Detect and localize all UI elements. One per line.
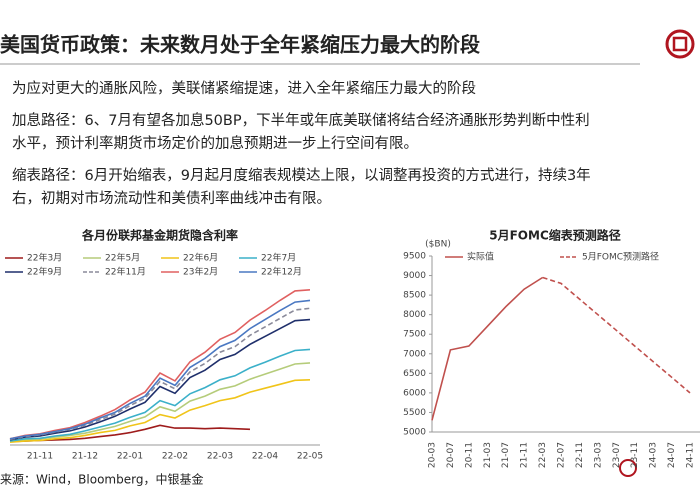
x-tick-label: 22-03: [538, 442, 548, 468]
legend-label: 22年9月: [27, 266, 62, 278]
x-tick-label: 24-07: [667, 442, 677, 468]
y-tick-label: 9500: [403, 252, 426, 262]
x-tick-label: 21-11: [520, 442, 530, 468]
y-tick-label: 8000: [403, 310, 426, 320]
source: 来源：Wind，Bloomberg，中银基金: [0, 472, 203, 487]
series-line: [9, 362, 311, 443]
x-tick-label: 20-07: [446, 442, 456, 468]
x-tick-label: 23-03: [593, 442, 603, 468]
x-tick-label: 22-04: [252, 452, 278, 462]
x-tick-label: 24-11: [686, 442, 696, 468]
legend-label: 22年3月: [27, 252, 62, 264]
y-tick-label: 5500: [403, 408, 426, 418]
logo: [665, 29, 695, 59]
x-tick-label: 20-03: [428, 442, 438, 468]
footer-logo: [619, 459, 637, 477]
series-line: [9, 379, 311, 443]
legend-label: 22年5月: [105, 252, 140, 264]
x-tick-label: 23-07: [612, 442, 622, 468]
y-tick-label: 7500: [403, 330, 426, 340]
bullet: 右，初期对市场流动性和美债利率曲线冲击有限。: [12, 190, 331, 207]
series-line: [431, 276, 544, 421]
x-tick-label: 22-05: [297, 452, 323, 462]
x-tick-label: 21-07: [501, 442, 511, 468]
slide-title: 美国货币政策：未来数月处于全年紧缩压力最大的阶段: [0, 33, 480, 57]
legend-label: 22年7月: [261, 252, 296, 264]
y-axis-label: ($BN): [425, 240, 451, 250]
series-line: [9, 318, 311, 441]
x-tick-label: 21-12: [72, 452, 98, 462]
chart-title: 5月FOMC缩表预测路径: [489, 228, 621, 243]
bullet: 为应对更大的通胀风险，美联储紧缩提速，进入全年紧缩压力最大的阶段: [12, 79, 476, 97]
legend-label: 23年2月: [183, 266, 218, 278]
bullet: 水平，预计利率期货市场定价的加息预期进一步上行空间有限。: [12, 135, 418, 152]
y-tick-label: 7000: [403, 349, 426, 359]
bullet: 加息路径：6、7月有望各加息50BP，下半年或年底美联储将结合经济通胀形势判断中…: [12, 112, 590, 129]
x-tick-label: 22-02: [162, 452, 188, 462]
y-tick-label: 6500: [403, 369, 426, 379]
bullet: 缩表路径：6月开始缩表，9月起月度缩表规模达上限，以调整再投资的方式进行，持续3…: [12, 167, 591, 184]
legend-label: 22年12月: [261, 266, 302, 278]
chart-title: 各月份联邦基金期货隐含利率: [81, 228, 238, 243]
y-tick-label: 9000: [403, 271, 426, 281]
logo-inner: [672, 36, 688, 52]
x-tick-label: 22-11: [575, 442, 585, 468]
series-line: [9, 299, 311, 440]
y-tick-label: 6000: [403, 388, 426, 398]
x-tick-label: 20-11: [464, 442, 474, 468]
x-tick-label: 22-07: [557, 442, 567, 468]
legend-label: 实际值: [467, 251, 494, 263]
series-line: [9, 289, 311, 440]
series-line: [542, 276, 691, 394]
x-tick-label: 21-11: [27, 452, 53, 462]
legend-label: 5月FOMC预测路径: [582, 251, 659, 263]
legend-label: 22年6月: [183, 252, 218, 264]
x-tick-label: 23-11: [630, 442, 640, 468]
series-line: [9, 348, 311, 442]
x-tick-label: 22-03: [207, 452, 233, 462]
x-tick-label: 22-01: [117, 452, 143, 462]
x-tick-label: 21-03: [483, 442, 493, 468]
y-tick-label: 5000: [403, 428, 426, 438]
x-tick-label: 24-03: [649, 442, 659, 468]
legend-label: 22年11月: [105, 266, 146, 278]
y-tick-label: 8500: [403, 291, 426, 301]
